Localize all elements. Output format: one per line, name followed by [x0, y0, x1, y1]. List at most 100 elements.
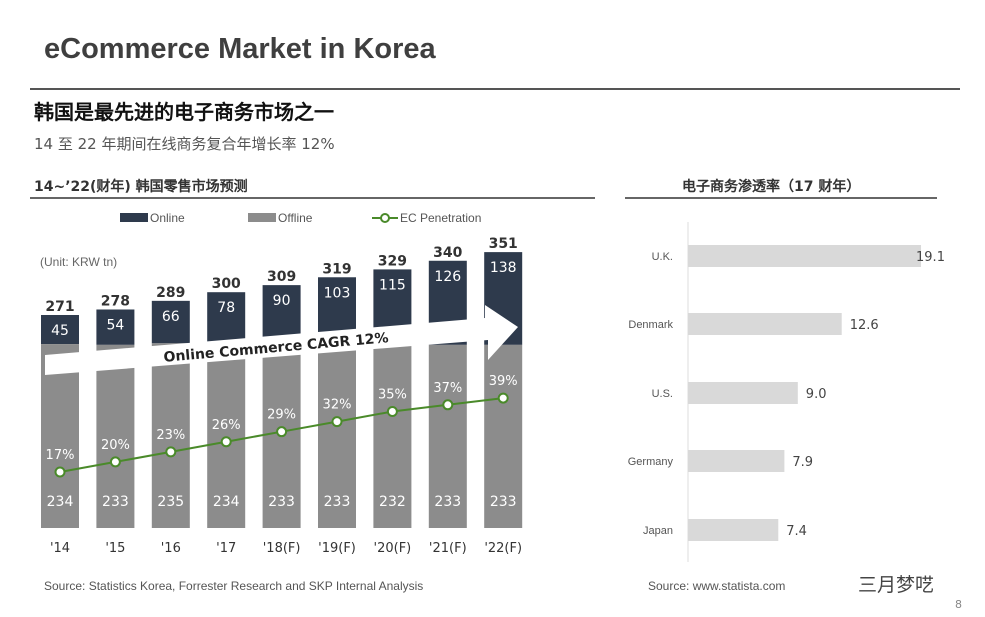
offline-value-label: 234: [213, 494, 240, 510]
offline-bar: [96, 344, 135, 528]
unit-label: (Unit: KRW tn): [40, 255, 117, 269]
slide-title: eCommerce Market in Korea: [44, 33, 436, 65]
cagr-arrow: [45, 305, 518, 375]
offline-bar: [318, 344, 356, 528]
penetration-marker: [386, 406, 398, 418]
left-source: Source: Statistics Korea, Forrester Rese…: [44, 579, 424, 593]
offline-value-label: 235: [157, 494, 184, 510]
x-tick-label: '20(F): [374, 541, 412, 556]
legend-online-label: Online: [150, 211, 185, 225]
penetration-label: 20%: [101, 438, 130, 453]
online-value-label: 115: [379, 277, 406, 293]
x-tick-label: '19(F): [318, 541, 356, 556]
country-label: U.K.: [652, 251, 673, 263]
penetration-marker: [220, 436, 232, 448]
legend-offline-swatch: [248, 213, 276, 222]
offline-value-label: 234: [47, 494, 74, 510]
left-chart-title: 14~’22(财年) 韩国零售市场预测: [34, 179, 248, 195]
penetration-marker: [497, 392, 509, 404]
penetration-marker: [442, 399, 454, 411]
x-tick-label: '17: [216, 541, 236, 556]
penetration-label: 39%: [489, 374, 518, 389]
offline-bar: [207, 344, 246, 528]
x-tick-label: '15: [105, 541, 125, 556]
total-label: 300: [212, 276, 241, 292]
legend-penetration-marker: [380, 213, 390, 223]
total-label: 289: [156, 285, 185, 301]
offline-value-label: 233: [102, 494, 129, 510]
title-divider: [30, 88, 960, 90]
total-label: 278: [101, 293, 130, 309]
offline-value-label: 233: [434, 494, 461, 510]
penetration-bar: [688, 382, 798, 404]
online-bar: [151, 300, 190, 344]
legend-offline-label: Offline: [278, 211, 313, 225]
total-label: 340: [433, 245, 462, 261]
x-tick-label: '18(F): [263, 541, 301, 556]
country-label: Japan: [643, 525, 673, 537]
total-label: 271: [45, 299, 74, 315]
x-tick-label: '14: [50, 541, 70, 556]
right-chart-title: 电子商务渗透率（17 财年）: [682, 179, 861, 195]
online-value-label: 78: [217, 300, 235, 316]
country-label: U.S.: [652, 388, 673, 400]
value-label: 9.0: [806, 387, 827, 402]
penetration-marker: [54, 466, 66, 478]
penetration-marker: [109, 456, 121, 468]
subheadline: 14 至 22 年期间在线商务复合年增长率 12%: [34, 135, 335, 153]
penetration-label: 32%: [323, 398, 352, 413]
penetration-label: 35%: [378, 388, 407, 403]
online-bar: [41, 314, 79, 345]
left-chart-divider: [30, 197, 595, 199]
headline: 韩国是最先进的电子商务市场之一: [34, 100, 334, 124]
online-bar: [96, 309, 135, 345]
penetration-marker: [165, 446, 177, 458]
value-label: 12.6: [850, 318, 879, 333]
online-value-label: 54: [106, 317, 124, 333]
x-tick-label: '16: [161, 541, 181, 556]
penetration-marker: [331, 416, 343, 428]
right-source: Source: www.statista.com: [648, 579, 786, 593]
penetration-marker: [276, 426, 288, 438]
offline-value-label: 233: [490, 494, 517, 510]
online-value-label: 45: [51, 323, 69, 339]
online-value-label: 138: [490, 260, 517, 276]
penetration-label: 23%: [156, 428, 185, 443]
offline-value-label: 233: [324, 494, 351, 510]
total-label: 319: [322, 261, 351, 277]
penetration-bar: [688, 245, 922, 267]
penetration-label: 37%: [433, 381, 462, 396]
penetration-label: 17%: [46, 448, 75, 463]
watermark: 三月梦呓: [858, 574, 935, 596]
total-label: 329: [378, 253, 407, 269]
online-bar: [207, 292, 246, 345]
penetration-bar: [688, 313, 842, 335]
total-label: 351: [489, 236, 518, 252]
offline-bar: [151, 343, 190, 528]
online-value-label: 90: [273, 293, 291, 309]
offline-bar: [428, 344, 467, 528]
online-value-label: 66: [162, 309, 180, 325]
x-tick-label: '22(F): [484, 541, 522, 556]
value-label: 19.1: [916, 250, 945, 265]
right-chart-divider: [625, 197, 937, 199]
penetration-bar: [688, 519, 779, 541]
penetration-bar: [688, 450, 785, 472]
total-label: 309: [267, 269, 296, 285]
penetration-label: 26%: [212, 418, 241, 433]
offline-value-label: 232: [379, 494, 406, 510]
penetration-label: 29%: [267, 408, 296, 423]
legend-online-swatch: [120, 213, 148, 222]
page-number: 8: [955, 598, 962, 611]
value-label: 7.9: [792, 455, 813, 470]
country-label: Germany: [628, 456, 674, 468]
offline-value-label: 233: [268, 494, 295, 510]
online-value-label: 103: [324, 285, 351, 301]
offline-bar: [373, 345, 412, 528]
offline-bar: [484, 344, 523, 528]
legend-penetration-label: EC Penetration: [400, 211, 481, 225]
online-value-label: 126: [434, 269, 461, 285]
